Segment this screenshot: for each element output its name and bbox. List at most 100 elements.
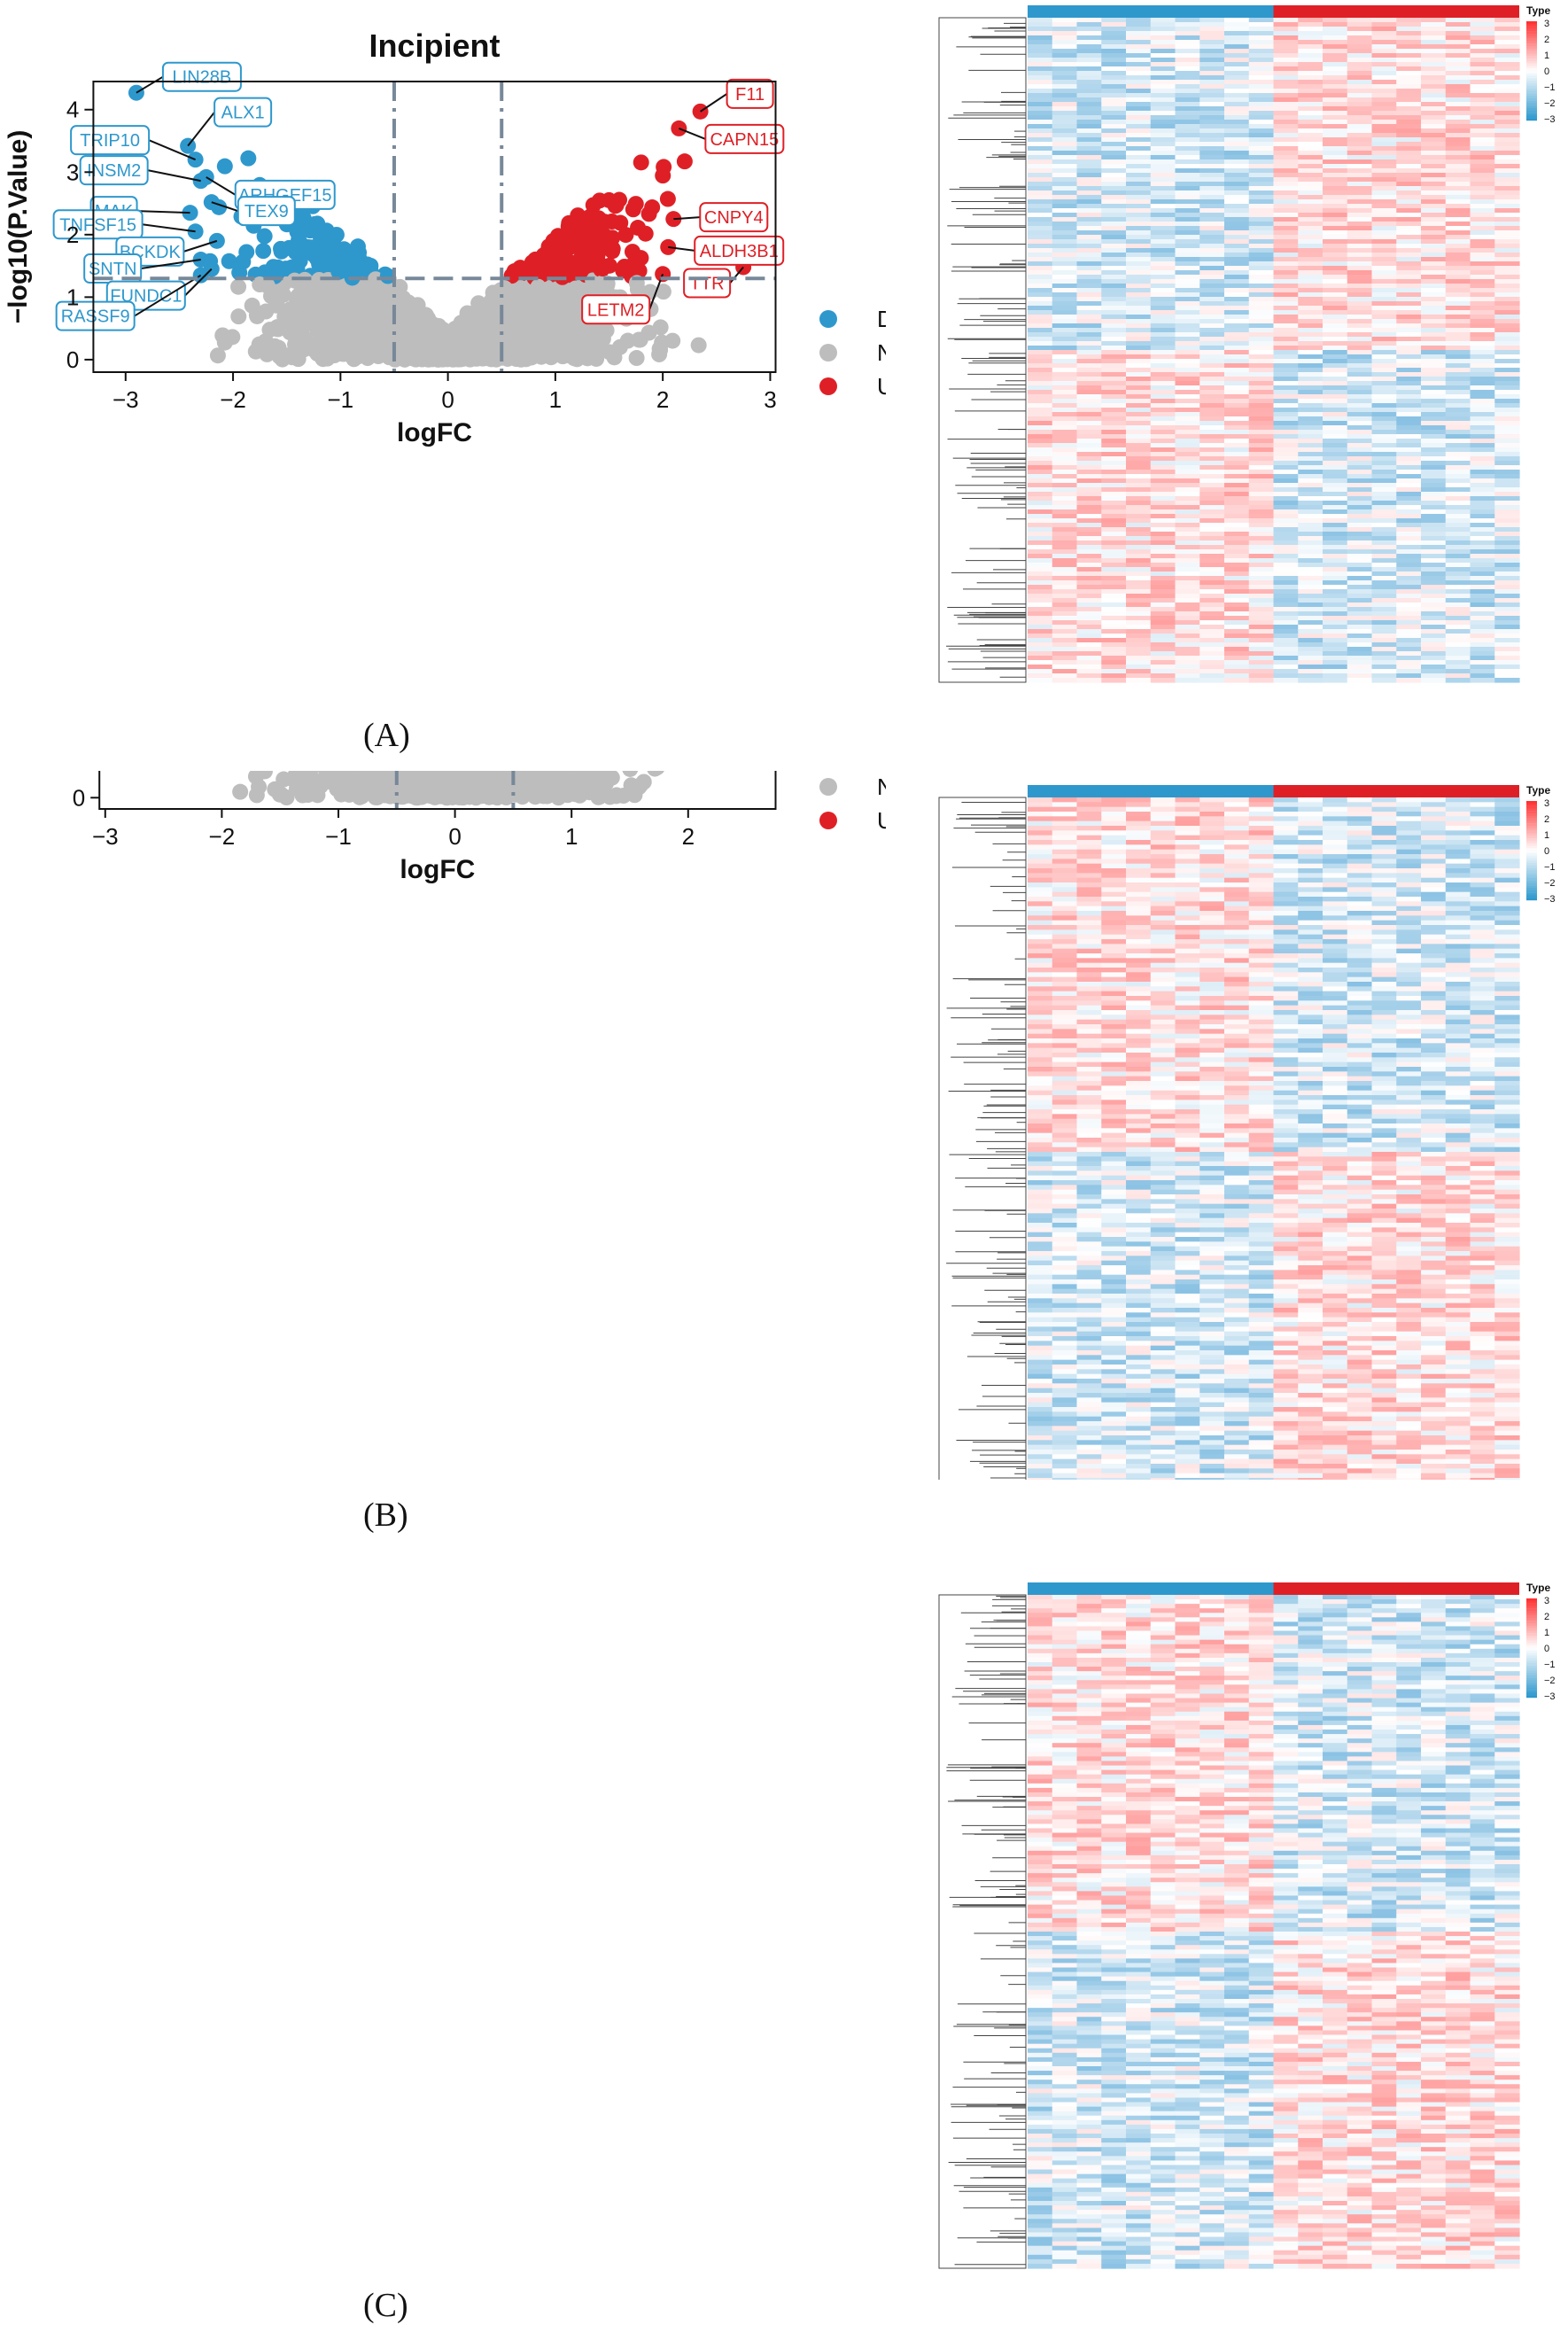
heatmap-cell <box>1028 128 1052 134</box>
heatmap-cell <box>1274 359 1299 364</box>
heatmap-cell <box>1471 416 1495 422</box>
heatmap-cell <box>1052 509 1077 515</box>
heatmap-cell <box>1446 66 1471 72</box>
heatmap-cell <box>1471 49 1495 54</box>
heatmap-cell <box>1077 159 1102 165</box>
heatmap-cell <box>1077 434 1102 439</box>
heatmap-cell <box>1323 182 1347 187</box>
heatmap-cell <box>1471 186 1495 191</box>
heatmap-cell <box>1396 461 1421 466</box>
heatmap-cell <box>1471 412 1495 417</box>
heatmap-cell <box>1298 18 1323 23</box>
heatmap-cell <box>1052 35 1077 41</box>
data-point <box>238 244 254 260</box>
heatmap-cell <box>1298 195 1323 200</box>
heatmap-cell <box>1126 474 1151 479</box>
heatmap-cell <box>1372 93 1397 98</box>
heatmap-cell <box>1274 124 1299 129</box>
heatmap-cell <box>1176 248 1200 253</box>
heatmap-cell <box>1347 182 1372 187</box>
heatmap-cell <box>1471 71 1495 76</box>
heatmap-cell <box>1249 372 1274 377</box>
heatmap-cell <box>1396 545 1421 550</box>
heatmap-cell <box>1323 580 1347 586</box>
heatmap-cell <box>1101 439 1126 444</box>
heatmap-cell <box>1323 492 1347 497</box>
heatmap-cell <box>1323 102 1347 107</box>
heatmap-cell <box>1494 496 1519 501</box>
heatmap-cell <box>1224 492 1249 497</box>
heatmap-cell <box>1101 434 1126 439</box>
data-point <box>315 351 331 367</box>
heatmap-cell <box>1421 310 1446 315</box>
heatmap-cell <box>1494 301 1519 307</box>
heatmap-cell <box>1176 478 1200 484</box>
label-leader <box>206 177 236 195</box>
chart-title: Incipient <box>369 27 500 64</box>
heatmap-cell <box>1077 40 1102 45</box>
heatmap-cell <box>1199 253 1224 258</box>
heatmap-cell <box>1372 301 1397 307</box>
heatmap-cell <box>1199 403 1224 408</box>
heatmap-cell <box>1224 146 1249 152</box>
heatmap-cell <box>1151 576 1176 581</box>
heatmap-cell <box>1224 208 1249 214</box>
heatmap-cell <box>1077 261 1102 267</box>
heatmap-cell <box>1372 492 1397 497</box>
heatmap-cell <box>1176 115 1200 121</box>
heatmap-cell <box>1052 22 1077 27</box>
heatmap-cell <box>1101 465 1126 470</box>
heatmap-cell <box>1494 421 1519 426</box>
heatmap-cell <box>1224 408 1249 413</box>
heatmap-cell <box>1224 390 1249 395</box>
heatmap-cell <box>1298 492 1323 497</box>
heatmap-cell <box>1028 248 1052 253</box>
heatmap-cell <box>1077 173 1102 178</box>
heatmap-cell <box>1199 527 1224 533</box>
data-point <box>411 315 427 330</box>
heatmap-cell <box>1396 213 1421 218</box>
heatmap-cell <box>1494 381 1519 386</box>
heatmap-cell <box>1298 390 1323 395</box>
heatmap-cell <box>1249 102 1274 107</box>
heatmap-cell <box>1347 381 1372 386</box>
heatmap-cell <box>1421 399 1446 404</box>
heatmap-cell <box>1077 439 1102 444</box>
heatmap-cell <box>1396 173 1421 178</box>
heatmap-cell <box>1077 120 1102 125</box>
heatmap-cell <box>1224 496 1249 501</box>
heatmap-cell <box>1347 177 1372 183</box>
heatmap-cell <box>1494 208 1519 214</box>
heatmap-cell <box>1249 58 1274 63</box>
heatmap-cell <box>1446 487 1471 493</box>
heatmap-cell <box>1077 58 1102 63</box>
heatmap-cell <box>1396 332 1421 338</box>
heatmap-cell <box>1028 505 1052 510</box>
heatmap-cell <box>1176 168 1200 174</box>
heatmap-cell <box>1249 62 1274 67</box>
heatmap-cell <box>1249 571 1274 577</box>
heatmap-cell <box>1323 58 1347 63</box>
heatmap-cell <box>1224 474 1249 479</box>
heatmap-cell <box>1028 558 1052 564</box>
heatmap-cell <box>1446 474 1471 479</box>
heatmap-cell <box>1347 93 1372 98</box>
heatmap-cell <box>1471 447 1495 453</box>
heatmap-cell <box>1199 399 1224 404</box>
heatmap-cell <box>1224 239 1249 245</box>
heatmap-cell <box>1126 208 1151 214</box>
heatmap-cell <box>1471 226 1495 231</box>
heatmap-cell <box>1446 394 1471 400</box>
heatmap-cell <box>1077 75 1102 81</box>
heatmap-cell <box>1151 354 1176 360</box>
heatmap-cell <box>1347 97 1372 103</box>
heatmap-cell <box>1421 133 1446 138</box>
heatmap-cell <box>1224 257 1249 262</box>
heatmap-cell <box>1347 523 1372 528</box>
heatmap-cell <box>1298 208 1323 214</box>
heatmap-cell <box>1028 142 1052 147</box>
data-point <box>378 331 394 347</box>
heatmap-cell <box>1052 483 1077 488</box>
heatmap-cell <box>1471 297 1495 302</box>
heatmap-cell <box>1028 44 1052 50</box>
